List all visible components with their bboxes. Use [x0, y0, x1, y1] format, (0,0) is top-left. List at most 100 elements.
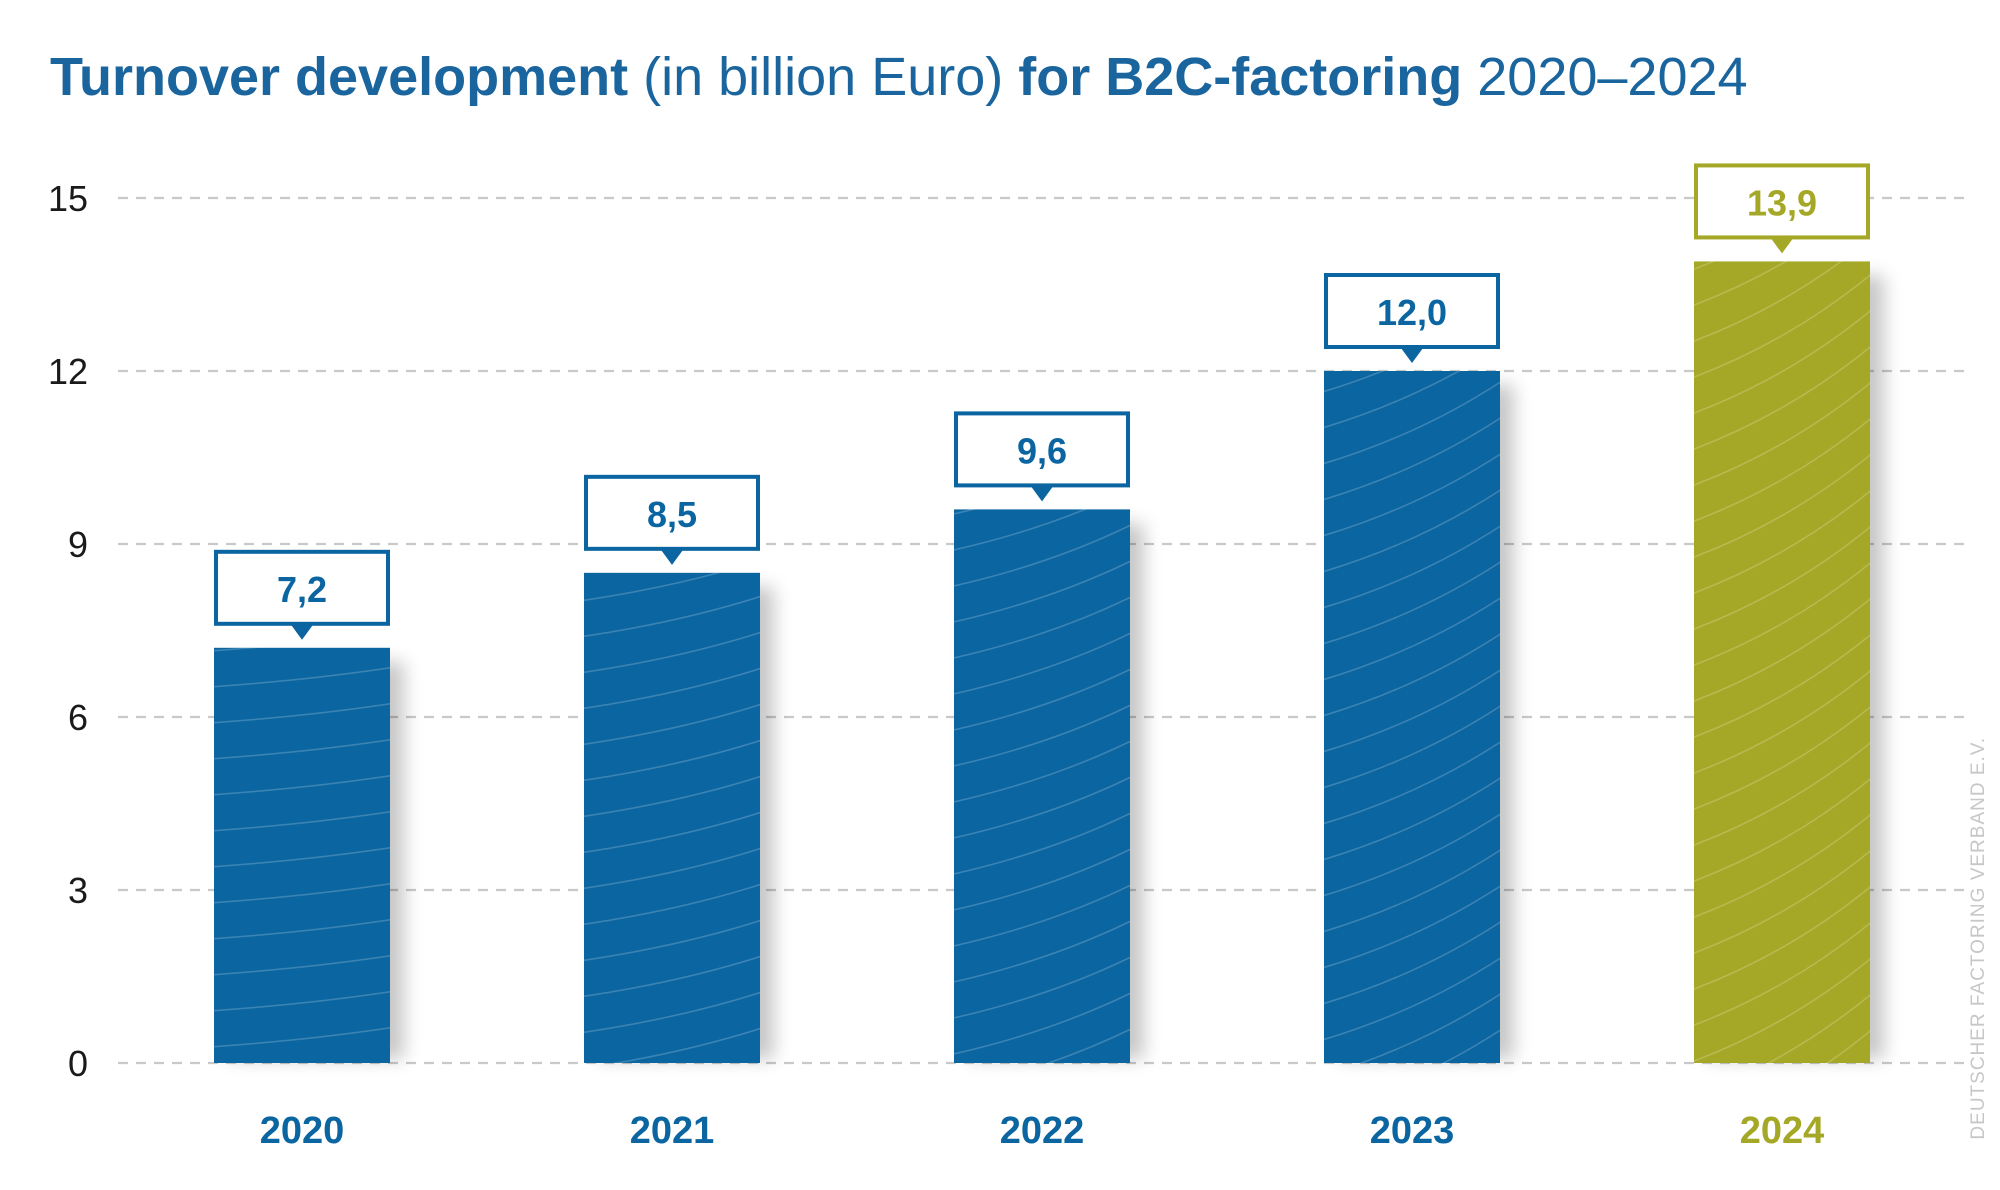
texture-stripe — [1694, 261, 1788, 306]
texture-stripe — [214, 990, 390, 1012]
texture-stripe — [584, 883, 760, 926]
texture-stripe — [214, 882, 390, 904]
texture-stripe — [1324, 561, 1500, 645]
bar-2024 — [1694, 261, 1870, 1063]
texture-stripe — [1324, 371, 1461, 429]
texture-stripe — [584, 991, 760, 1034]
bar-texture — [1324, 371, 1500, 1063]
texture-stripe — [1694, 958, 1870, 1062]
texture-stripe — [1324, 381, 1500, 465]
texture-stripe — [1324, 371, 1385, 393]
texture-stripe — [954, 560, 1130, 623]
texture-stripe — [214, 846, 390, 868]
texture-stripe — [1694, 598, 1870, 702]
y-tick-label: 9 — [68, 524, 88, 565]
texture-stripe — [584, 811, 760, 854]
texture-stripe — [584, 703, 760, 746]
title-period: 2020–2024 — [1462, 47, 1748, 107]
bar-texture — [1694, 261, 1870, 1063]
texture-stripe — [1324, 813, 1500, 897]
value-labels: 7,2 8,5 9,6 12,0 13,9 — [214, 163, 1870, 640]
x-axis-ticks: 2020 2021 2022 2023 2024 — [260, 1110, 1825, 1152]
texture-stripe — [1359, 993, 1500, 1063]
texture-stripe — [214, 702, 390, 724]
texture-stripe — [1324, 417, 1500, 501]
value-callout-pointer — [1031, 486, 1053, 502]
texture-stripe — [1324, 453, 1500, 537]
texture-stripe — [1324, 705, 1500, 789]
texture-stripe — [611, 1027, 760, 1063]
texture-stripe — [584, 631, 760, 674]
texture-stripe — [214, 1026, 390, 1048]
texture-stripe — [954, 884, 1130, 947]
texture-stripe — [954, 920, 1130, 983]
texture-stripe — [584, 775, 760, 818]
texture-stripe — [954, 776, 1130, 839]
texture-stripe — [1766, 994, 1870, 1063]
texture-stripe — [214, 810, 390, 832]
texture-stripe — [1324, 885, 1500, 969]
title-main: Turnover development — [50, 47, 629, 107]
texture-stripe — [954, 740, 1130, 803]
texture-stripe — [1046, 1028, 1130, 1063]
texture-stripe — [584, 919, 760, 962]
x-tick-label: 2024 — [1740, 1110, 1825, 1152]
texture-stripe — [214, 954, 390, 976]
texture-stripe — [584, 739, 760, 782]
texture-stripe — [1694, 454, 1870, 558]
value-callout-box — [954, 411, 1130, 488]
value-callout-box — [584, 474, 760, 551]
texture-stripe — [1324, 489, 1500, 573]
value-callout-pointer — [1401, 348, 1423, 363]
x-tick-label: 2023 — [1370, 1110, 1455, 1152]
chart-title: Turnover development (in billion Euro) f… — [50, 42, 1748, 112]
texture-stripe — [954, 992, 1130, 1055]
texture-stripe — [1694, 274, 1870, 378]
texture-stripe — [584, 667, 760, 710]
texture-stripe — [1694, 886, 1870, 990]
texture-stripe — [1694, 346, 1870, 450]
texture-stripe — [584, 595, 760, 638]
texture-stripe — [1694, 814, 1870, 918]
texture-stripe — [1324, 633, 1500, 717]
value-label: 8,5 — [647, 494, 697, 535]
value-label: 13,9 — [1747, 182, 1817, 223]
texture-stripe — [214, 918, 390, 940]
x-tick-label: 2022 — [1000, 1110, 1085, 1152]
y-tick-label: 12 — [48, 351, 88, 392]
texture-stripe — [1324, 849, 1500, 933]
y-axis-ticks: 0 3 6 9 12 15 — [48, 178, 88, 1084]
y-tick-label: 3 — [68, 870, 88, 911]
bar-2022 — [954, 509, 1130, 1063]
texture-stripe — [1694, 742, 1870, 846]
texture-stripe — [954, 668, 1130, 731]
texture-stripe — [1694, 778, 1870, 882]
texture-stripe — [214, 774, 390, 796]
texture-stripe — [1694, 670, 1870, 774]
texture-stripe — [214, 738, 390, 760]
y-tick-label: 15 — [48, 178, 88, 219]
bar-2021 — [584, 572, 760, 1063]
y-tick-label: 0 — [68, 1043, 88, 1084]
texture-stripe — [1694, 526, 1870, 630]
texture-stripe — [1694, 922, 1870, 1026]
value-callout-box — [1694, 163, 1870, 240]
value-callout-pointer — [661, 549, 683, 565]
texture-stripe — [954, 704, 1130, 767]
texture-stripe — [584, 572, 722, 602]
texture-stripe — [1324, 957, 1500, 1041]
bar-2023 — [1324, 371, 1500, 1063]
texture-stripe — [214, 666, 390, 688]
texture-stripe — [1442, 1029, 1500, 1063]
texture-stripe — [1324, 777, 1500, 861]
bar-2020 — [214, 647, 390, 1063]
texture-stripe — [1324, 597, 1500, 681]
texture-stripe — [389, 1062, 390, 1063]
texture-stripe — [1694, 850, 1870, 954]
value-callout-box — [1324, 273, 1500, 349]
texture-stripe — [1694, 382, 1870, 486]
value-callout-pointer — [291, 624, 313, 640]
texture-stripe — [1324, 525, 1500, 609]
bar-texture — [584, 572, 760, 1063]
